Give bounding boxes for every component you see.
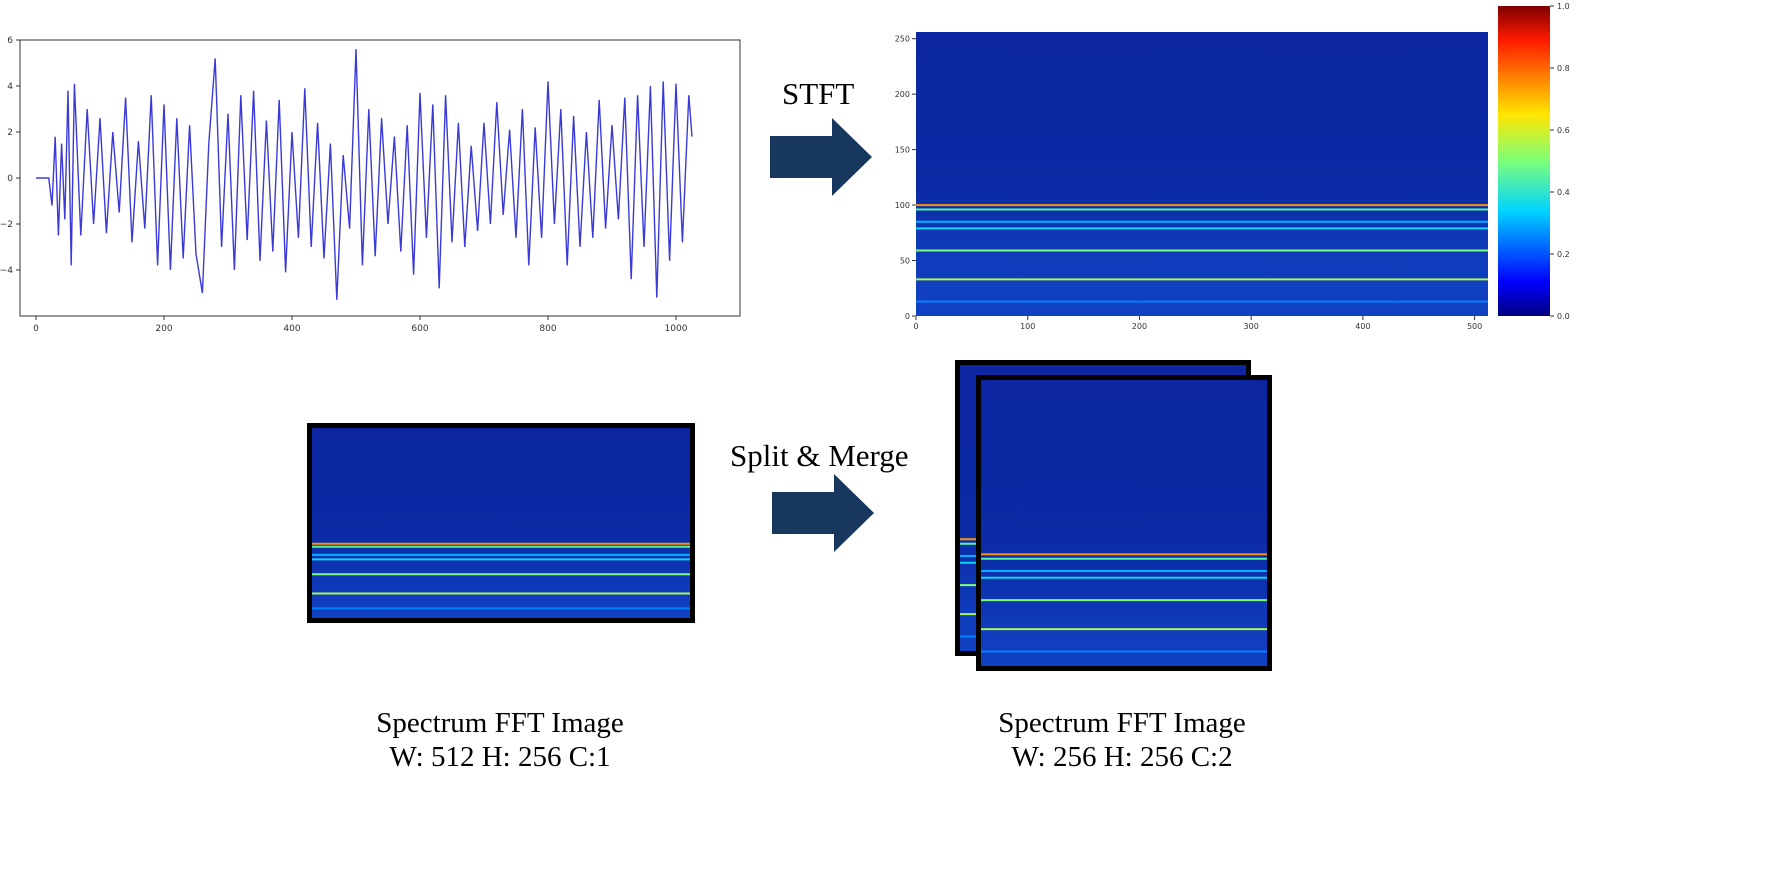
spectrum-channel-front <box>976 375 1272 671</box>
signal-line <box>36 49 693 300</box>
colorbar-tick-label: 0.6 <box>1557 126 1570 135</box>
spectrogram-x-tick-label: 300 <box>1244 322 1259 330</box>
signal-x-ticks: 0 200 400 600 800 1000 <box>33 316 688 334</box>
signal-x-tick-label: 600 <box>411 324 428 334</box>
signal-y-tick-label: −2 <box>0 220 13 230</box>
colorbar <box>1498 6 1550 316</box>
spectrum-background <box>981 380 1267 666</box>
spectrogram-y-tick-label: 0 <box>905 312 910 321</box>
signal-y-tick-label: −4 <box>0 266 13 276</box>
spectrogram-y-tick-label: 100 <box>895 201 910 210</box>
split-merge-arrow-shape <box>772 474 874 552</box>
spectrogram-x-tick-label: 400 <box>1355 322 1370 330</box>
spectrogram-bands <box>916 204 1488 303</box>
caption-right: Spectrum FFT Image W: 256 H: 256 C:2 <box>922 706 1322 774</box>
colorbar-ticks: 1.0 0.8 0.6 0.4 0.2 0.0 <box>1550 2 1570 321</box>
spectrogram-x-tick-label: 200 <box>1132 322 1147 330</box>
split-merge-arrow <box>772 474 874 552</box>
spectrogram-y-tick-label: 50 <box>900 257 910 266</box>
spectrogram-y-tick-label: 150 <box>895 146 910 155</box>
caption-right-title: Spectrum FFT Image <box>998 707 1246 739</box>
spectrogram-y-tick-label: 250 <box>895 35 910 44</box>
signal-y-tick-label: 0 <box>7 174 13 184</box>
stft-label: STFT <box>782 76 855 111</box>
signal-x-tick-label: 200 <box>155 324 172 334</box>
signal-y-tick-label: 6 <box>7 36 13 46</box>
signal-y-tick-label: 2 <box>7 128 13 138</box>
spectrum-channel-front-content <box>981 380 1267 666</box>
spectrogram-x-ticks: 0 100 200 300 400 500 <box>913 316 1482 330</box>
spectrogram-area <box>916 32 1488 316</box>
spectrum-image-512-content <box>312 428 690 618</box>
signal-x-tick-label: 0 <box>33 324 39 334</box>
signal-y-ticks: 6 4 2 0 −2 −4 <box>0 36 20 276</box>
signal-x-tick-label: 1000 <box>665 324 688 334</box>
colorbar-tick-label: 0.8 <box>1557 64 1570 73</box>
caption-left: Spectrum FFT Image W: 512 H: 256 C:1 <box>300 706 700 774</box>
colorbar-tick-label: 0.4 <box>1557 188 1570 197</box>
spectrogram-x-tick-label: 500 <box>1467 322 1482 330</box>
signal-x-tick-label: 800 <box>539 324 556 334</box>
caption-left-dims: W: 512 H: 256 C:1 <box>389 741 611 773</box>
spectrogram-y-ticks: 250 200 150 100 50 0 <box>895 35 916 321</box>
spectrogram-x-tick-label: 100 <box>1020 322 1035 330</box>
split-merge-label: Split & Merge <box>730 438 909 473</box>
colorbar-tick-label: 1.0 <box>1557 2 1570 11</box>
spectrum-background <box>312 428 690 618</box>
colorbar-tick-label: 0.2 <box>1557 250 1570 259</box>
signal-y-tick-label: 4 <box>7 82 13 92</box>
spectrogram-y-tick-label: 200 <box>895 90 910 99</box>
signal-plot: 6 4 2 0 −2 −4 0 200 400 600 800 1000 <box>0 36 741 334</box>
colorbar-tick-label: 0.0 <box>1557 312 1570 321</box>
caption-left-title: Spectrum FFT Image <box>376 707 624 739</box>
stft-arrow-shape <box>770 118 872 196</box>
caption-right-dims: W: 256 H: 256 C:2 <box>1011 741 1233 773</box>
spectrum-image-512 <box>307 423 695 623</box>
stft-arrow <box>770 118 872 196</box>
signal-x-tick-label: 400 <box>283 324 300 334</box>
spectrogram-x-tick-label: 0 <box>913 322 918 330</box>
